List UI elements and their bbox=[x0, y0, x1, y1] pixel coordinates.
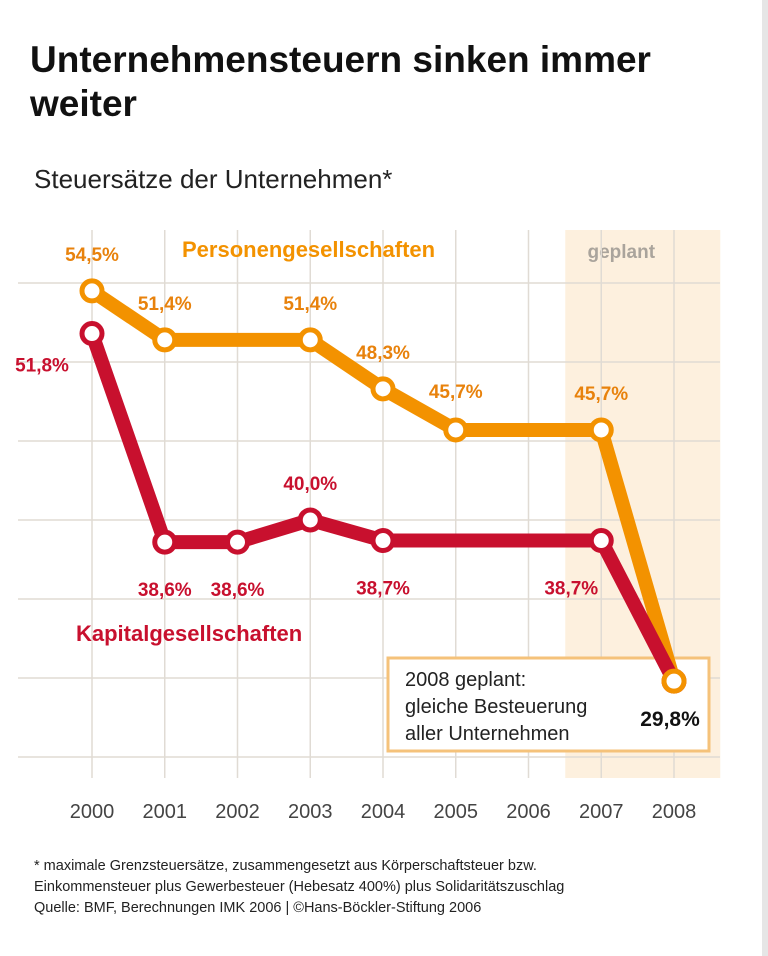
x-tick-label: 2000 bbox=[70, 801, 115, 823]
data-point-marker bbox=[588, 417, 614, 443]
data-label: 45,7% bbox=[574, 384, 628, 405]
annotation-text: 2008 geplant: bbox=[405, 669, 526, 691]
x-tick-label: 2007 bbox=[579, 801, 624, 823]
x-tick-label: 2002 bbox=[215, 801, 260, 823]
data-label: 51,4% bbox=[138, 294, 192, 315]
data-point-marker bbox=[370, 528, 396, 554]
data-label: 38,7% bbox=[544, 579, 598, 600]
annotation-box bbox=[386, 656, 711, 753]
data-label: 48,3% bbox=[356, 343, 410, 364]
x-tick-label: 2008 bbox=[652, 801, 697, 823]
data-point-marker bbox=[152, 327, 178, 353]
data-point-marker bbox=[370, 376, 396, 402]
data-point-marker bbox=[443, 417, 469, 443]
data-label: 40,0% bbox=[283, 474, 337, 495]
legend-label-kapitalgesellschaften: Kapitalgesellschaften bbox=[76, 621, 302, 646]
data-label: 38,6% bbox=[211, 580, 265, 601]
x-tick-label: 2001 bbox=[143, 801, 188, 823]
data-point-marker bbox=[588, 528, 614, 554]
data-label: 38,7% bbox=[356, 579, 410, 600]
data-point-marker bbox=[152, 529, 178, 555]
data-point-marker bbox=[225, 529, 250, 555]
data-point-marker bbox=[297, 507, 323, 533]
chart-subtitle: Steuersätze der Unternehmen* bbox=[34, 164, 393, 194]
data-point-marker bbox=[79, 278, 105, 304]
footnote-source: Quelle: BMF, Berechnungen IMK 2006 | ©Ha… bbox=[34, 900, 482, 916]
data-label: 45,7% bbox=[429, 382, 483, 403]
data-point-marker bbox=[661, 668, 687, 694]
data-point-marker bbox=[79, 321, 105, 347]
data-point-marker bbox=[297, 327, 323, 353]
footnote-line: * maximale Grenzsteuersätze, zusammenges… bbox=[34, 858, 537, 874]
data-label: 38,6% bbox=[138, 580, 192, 601]
legend-label-personengesellschaften: Personengesellschaften bbox=[182, 237, 435, 262]
x-tick-label: 2005 bbox=[434, 801, 479, 823]
annotation-value: 29,8% bbox=[640, 708, 700, 731]
x-tick-label: 2003 bbox=[288, 801, 333, 823]
x-tick-label: 2004 bbox=[361, 801, 406, 823]
data-label: 54,5% bbox=[65, 245, 119, 266]
annotation-text: aller Unternehmen bbox=[405, 723, 570, 745]
footnote-line: Einkommensteuer plus Gewerbesteuer (Hebe… bbox=[34, 879, 565, 895]
data-label: 51,8% bbox=[15, 356, 69, 377]
x-tick-label: 2006 bbox=[506, 801, 551, 823]
planned-label: geplant bbox=[587, 242, 655, 263]
chart-title: Unternehmensteuern sinken immer weiter bbox=[30, 39, 651, 124]
right-border bbox=[762, 0, 768, 956]
footnote: * maximale Grenzsteuersätze, zusammenges… bbox=[34, 856, 564, 919]
annotation-text: gleiche Besteuerung bbox=[405, 696, 587, 718]
data-label: 51,4% bbox=[283, 294, 337, 315]
